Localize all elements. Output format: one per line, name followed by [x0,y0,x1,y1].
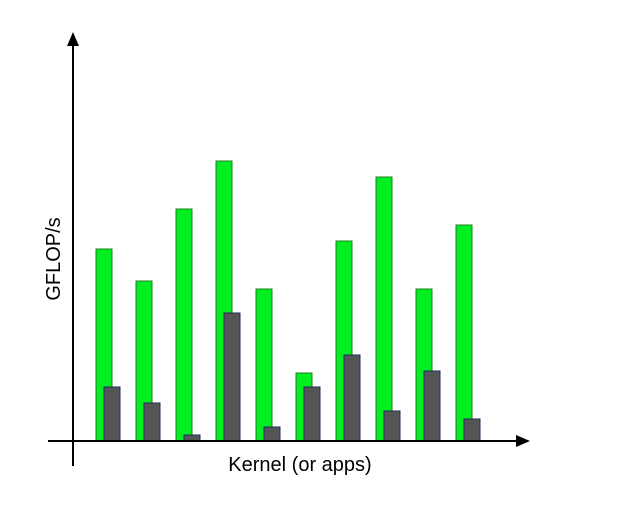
bar-series-2-8 [383,410,401,442]
bars-layer [95,160,481,442]
bar-series-2-7 [343,354,361,442]
bar-series-1-10 [455,224,473,442]
bar-series-1-5 [255,288,273,442]
bar-series-2-5 [263,426,281,442]
bar-series-2-10 [463,418,481,442]
y-axis-label: GFLOP/s [43,217,65,300]
bar-series-2-9 [423,370,441,442]
x-axis-label: Kernel (or apps) [228,454,371,476]
bar-series-2-2 [143,402,161,442]
bar-series-2-1 [103,386,121,442]
bar-series-2-4 [223,312,241,442]
bar-series-2-6 [303,386,321,442]
y-axis-arrowhead [67,32,79,46]
bar-series-1-8 [375,176,393,442]
bar-series-1-3 [175,208,193,442]
x-axis-arrowhead [516,435,530,447]
